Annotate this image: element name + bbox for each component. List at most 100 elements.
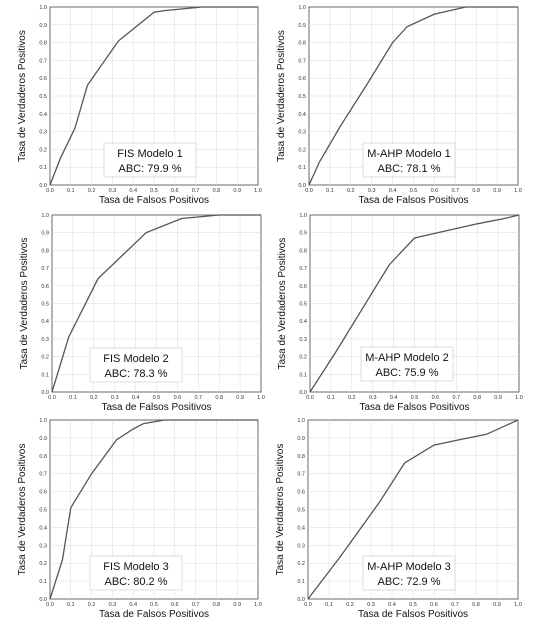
legend-box xyxy=(360,346,454,382)
y-tick-label: 0.7 xyxy=(299,266,307,272)
y-tick-label: 0.5 xyxy=(299,302,307,308)
x-tick-label: 1.0 xyxy=(514,188,522,194)
legend-model-name: FIS Modelo 1 xyxy=(117,148,182,160)
x-tick-label: 0.1 xyxy=(325,602,333,608)
y-tick-label: 0.4 xyxy=(41,319,49,325)
roc-chart: 0.00.0 0.1 0.1 0.2 0.2 0.3 0.3 0.4 0.4 0.5 0.5 0.6 0… xyxy=(19,213,265,413)
legend-auc-value: ABC: 78.1 % xyxy=(378,163,441,175)
x-tick-label: 0.2 xyxy=(348,395,356,401)
y-tick-label: 0.8 xyxy=(297,454,305,460)
y-axis-label: Tasa de Verdaderos Positivos xyxy=(19,238,30,370)
y-tick-label: 0.1 xyxy=(298,165,306,171)
y-tick-label: 0.0 xyxy=(39,183,47,189)
roc-chart: 0.00.0 0.1 0.1 0.2 0.2 0.3 0.3 0.4 0.4 0.5 0.5 0.6 0… xyxy=(276,5,522,206)
x-axis-label: Tasa de Falsos Positivos xyxy=(358,609,468,620)
x-tick-label: 0.0 xyxy=(46,602,54,608)
y-tick-label: 0.4 xyxy=(39,112,47,118)
x-tick-label: 0.5 xyxy=(150,188,158,194)
y-tick-label: 0.1 xyxy=(299,372,307,378)
y-tick-label: 0.2 xyxy=(39,147,47,153)
y-tick-label: 1.0 xyxy=(297,418,305,424)
x-tick-label: 0.2 xyxy=(90,395,98,401)
legend-model-name: FIS Modelo 2 xyxy=(103,353,168,365)
roc-curve-line xyxy=(308,6,518,186)
y-tick-label: 0.6 xyxy=(39,76,47,82)
y-tick-label: 0.8 xyxy=(299,248,307,254)
x-tick-label: 0.6 xyxy=(431,188,439,194)
x-tick-label: 0.3 xyxy=(369,395,377,401)
x-tick-label: 0.8 xyxy=(472,188,480,194)
x-tick-label: 1.0 xyxy=(254,602,262,608)
x-tick-label: 0.7 xyxy=(451,188,459,194)
x-tick-label: 0.7 xyxy=(192,188,200,194)
y-tick-label: 0.8 xyxy=(39,41,47,47)
y-tick-label: 0.9 xyxy=(298,23,306,29)
x-tick-label: 0.8 xyxy=(215,395,223,401)
y-tick-label: 0.1 xyxy=(39,165,47,171)
x-tick-label: 0.3 xyxy=(109,188,117,194)
x-tick-label: 1.0 xyxy=(254,188,262,194)
y-tick-label: 1.0 xyxy=(41,213,49,219)
x-tick-label: 0.4 xyxy=(132,395,140,401)
y-tick-label: 0.6 xyxy=(39,490,47,496)
y-tick-label: 0.2 xyxy=(297,561,305,567)
x-tick-label: 0.5 xyxy=(409,602,417,608)
y-tick-label: 0.1 xyxy=(297,579,305,585)
x-tick-label: 0.6 xyxy=(174,395,182,401)
x-axis-label: Tasa de Falsos Positivos xyxy=(101,402,211,413)
x-tick-label: 0.1 xyxy=(67,188,75,194)
x-tick-label: 0.1 xyxy=(327,395,335,401)
y-tick-label: 0.2 xyxy=(298,147,306,153)
x-tick-label: 0.0 xyxy=(304,602,312,608)
x-tick-label: 0.9 xyxy=(236,395,244,401)
x-tick-label: 1.0 xyxy=(514,602,522,608)
y-tick-label: 0.4 xyxy=(297,525,305,531)
x-tick-label: 0.8 xyxy=(213,188,221,194)
y-tick-label: 0.5 xyxy=(298,94,306,100)
legend-box xyxy=(89,555,183,591)
roc-chart: 0.00.0 0.1 0.1 0.2 0.2 0.3 0.3 0.4 0.4 0.5 0.5 0.6 0… xyxy=(17,418,262,620)
x-tick-label: 0.6 xyxy=(430,602,438,608)
y-tick-label: 0.7 xyxy=(41,266,49,272)
x-tick-label: 0.5 xyxy=(410,188,418,194)
x-axis-label: Tasa de Falsos Positivos xyxy=(358,195,468,206)
y-tick-label: 0.0 xyxy=(39,597,47,603)
x-tick-label: 0.2 xyxy=(88,602,96,608)
roc-chart: 0.00.0 0.1 0.1 0.2 0.2 0.3 0.3 0.4 0.4 0.5 0.5 0.6 0… xyxy=(17,5,262,206)
x-tick-label: 0.7 xyxy=(194,395,202,401)
legend-auc-value: ABC: 79.9 % xyxy=(119,163,182,175)
y-tick-label: 0.3 xyxy=(41,337,49,343)
y-tick-label: 0.6 xyxy=(41,284,49,290)
x-tick-label: 0.8 xyxy=(472,602,480,608)
x-tick-label: 0.7 xyxy=(451,602,459,608)
x-axis-label: Tasa de Falsos Positivos xyxy=(99,195,209,206)
x-tick-label: 0.0 xyxy=(305,188,313,194)
x-tick-label: 0.4 xyxy=(390,395,398,401)
y-tick-label: 0.1 xyxy=(39,579,47,585)
legend-auc-value: ABC: 75.9 % xyxy=(376,367,439,379)
y-axis-label: Tasa de Verdaderos Positivos xyxy=(277,238,288,370)
roc-curve-line xyxy=(309,214,520,393)
roc-panel-fis-modelo-1: 0.0 0.0 0.1 0.1 0.2 0.2 0.3 0.3 0.4 0.4 0.5 0.5 0.6 0… xyxy=(0,0,268,210)
legend-box xyxy=(89,347,183,383)
y-tick-label: 0.9 xyxy=(297,436,305,442)
y-tick-label: 0.8 xyxy=(298,41,306,47)
x-tick-label: 0.6 xyxy=(171,602,179,608)
y-tick-label: 0.0 xyxy=(297,597,305,603)
y-tick-label: 0.8 xyxy=(41,248,49,254)
y-tick-label: 0.4 xyxy=(39,525,47,531)
y-tick-label: 0.0 xyxy=(299,390,307,396)
x-tick-label: 1.0 xyxy=(515,395,523,401)
x-tick-label: 0.4 xyxy=(388,602,396,608)
y-tick-label: 0.3 xyxy=(297,543,305,549)
y-tick-label: 0.0 xyxy=(41,390,49,396)
y-tick-label: 0.6 xyxy=(298,76,306,82)
x-tick-label: 0.3 xyxy=(368,188,376,194)
x-tick-label: 0.4 xyxy=(389,188,397,194)
x-tick-label: 0.0 xyxy=(306,395,314,401)
y-tick-label: 0.1 xyxy=(41,372,49,378)
y-tick-label: 0.4 xyxy=(299,319,307,325)
roc-curve-line xyxy=(307,419,519,600)
x-tick-label: 0.4 xyxy=(129,188,137,194)
y-axis-label: Tasa de Verdaderos Positivos xyxy=(17,444,28,576)
